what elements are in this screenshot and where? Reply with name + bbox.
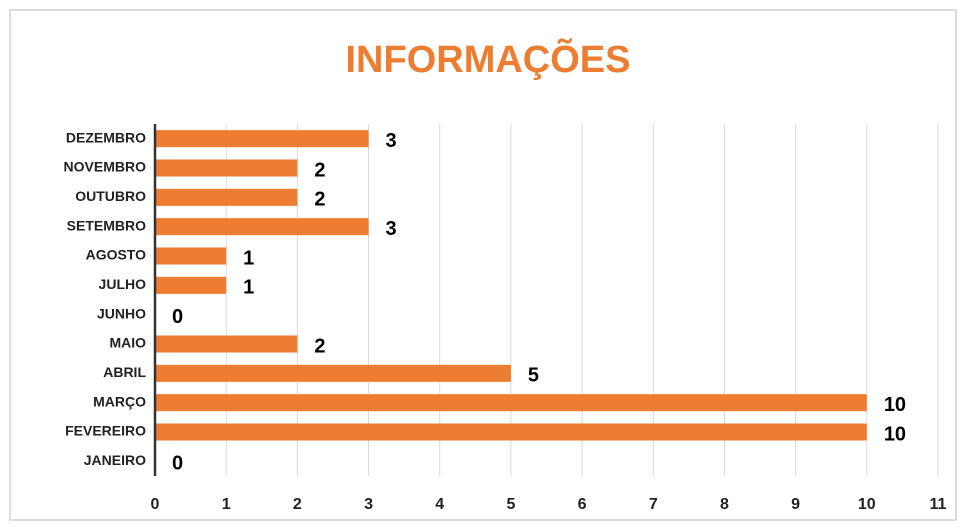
x-tick-label: 1	[222, 496, 231, 513]
x-tick-label: 6	[578, 496, 587, 513]
x-tick-label: 2	[293, 496, 302, 513]
x-tick-label: 3	[364, 496, 373, 513]
bar	[155, 247, 227, 265]
data-label: 2	[314, 159, 325, 181]
x-tick-label: 7	[649, 496, 658, 513]
x-tick-label: 11	[930, 496, 947, 513]
data-label: 2	[314, 189, 325, 211]
bar	[155, 188, 298, 206]
x-tick-label: 9	[791, 496, 800, 513]
data-label: 3	[386, 130, 397, 152]
x-tick-label: 5	[506, 496, 515, 513]
data-label: 10	[884, 423, 906, 445]
data-label: 3	[386, 218, 397, 240]
y-tick-label: MARÇO	[93, 393, 146, 409]
data-label: 10	[884, 394, 906, 416]
x-tick-label: 8	[720, 496, 729, 513]
bar	[155, 335, 298, 353]
bar	[155, 364, 511, 382]
bar	[155, 159, 298, 177]
y-tick-label: ABRIL	[103, 364, 146, 380]
y-tick-label: JULHO	[99, 276, 147, 292]
data-label: 2	[314, 335, 325, 357]
y-tick-label: AGOSTO	[86, 247, 147, 263]
data-label: 5	[528, 365, 539, 387]
bar	[155, 218, 369, 236]
bar	[155, 423, 867, 441]
x-tick-label: 0	[151, 496, 160, 513]
y-tick-label: NOVEMBRO	[64, 159, 147, 175]
y-tick-label: SETEMBRO	[67, 217, 146, 233]
x-tick-label: 10	[858, 496, 876, 513]
y-tick-label: JANEIRO	[84, 452, 146, 468]
y-tick-label: FEVEREIRO	[65, 423, 146, 439]
bar	[155, 394, 867, 412]
y-tick-label: OUTUBRO	[75, 188, 146, 204]
bar	[155, 130, 369, 148]
chart-border	[9, 9, 957, 521]
y-tick-label: JUNHO	[97, 305, 146, 321]
data-label: 1	[243, 247, 254, 269]
data-label: 1	[243, 277, 254, 299]
y-tick-label: MAIO	[109, 335, 146, 351]
chart-title: INFORMAÇÕES	[346, 37, 631, 81]
bar	[155, 276, 227, 294]
data-label: 0	[172, 306, 183, 328]
data-label: 0	[172, 453, 183, 475]
x-tick-label: 4	[435, 496, 444, 513]
y-tick-label: DEZEMBRO	[66, 129, 146, 145]
